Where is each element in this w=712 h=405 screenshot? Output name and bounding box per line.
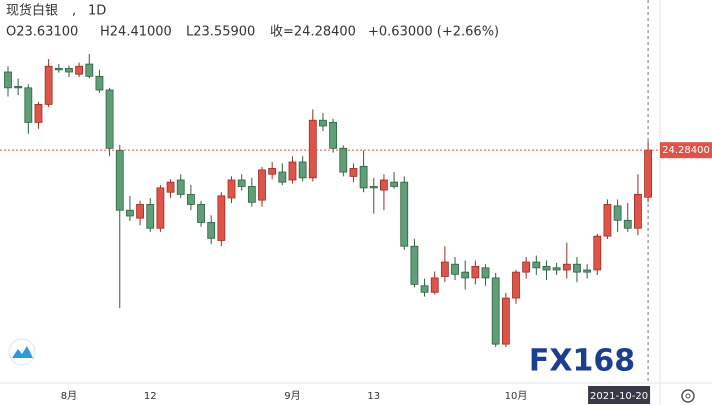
ohlc-change: +0.63000 (+2.66%) bbox=[368, 25, 499, 40]
candle-body bbox=[420, 285, 429, 293]
logo-circle[interactable] bbox=[8, 338, 36, 366]
x-tick-label: 10月 bbox=[505, 390, 528, 402]
candle-body bbox=[105, 89, 114, 149]
date-badge bbox=[588, 386, 651, 404]
candle-body bbox=[44, 65, 53, 105]
candle-body bbox=[298, 161, 307, 179]
candle-body bbox=[166, 181, 175, 193]
candle-body bbox=[461, 271, 470, 279]
candle-body bbox=[562, 263, 571, 271]
candle-body bbox=[603, 204, 612, 237]
x-tick-label: 13 bbox=[367, 391, 380, 402]
ohlc-open: O23.63100 bbox=[6, 25, 78, 40]
candle-body bbox=[583, 269, 592, 273]
settings-icon[interactable] bbox=[681, 389, 695, 403]
ohlc-low: L23.55900 bbox=[186, 25, 255, 40]
candle-body bbox=[4, 71, 12, 89]
candle-body bbox=[400, 181, 409, 247]
candle-body bbox=[288, 161, 297, 181]
candle-body bbox=[227, 179, 236, 199]
gear[interactable] bbox=[681, 389, 695, 403]
candle-body bbox=[390, 181, 398, 187]
candle-body bbox=[380, 179, 388, 191]
candle-body bbox=[54, 67, 63, 71]
x-tick-label: 8月 bbox=[61, 390, 77, 402]
candle-body bbox=[146, 204, 155, 229]
candle-body bbox=[512, 271, 520, 299]
candle-body bbox=[136, 204, 144, 219]
ohlc-high: H24.41000 bbox=[100, 25, 172, 40]
x-tick-label: 2021-10-20 bbox=[590, 391, 648, 402]
candle-body bbox=[186, 193, 195, 205]
last-price-badge bbox=[660, 142, 712, 159]
candle-body bbox=[349, 168, 358, 177]
candle-body bbox=[247, 186, 256, 203]
candle-body bbox=[481, 267, 490, 279]
candle-body bbox=[217, 195, 226, 241]
candle-body bbox=[24, 87, 33, 123]
candle-body bbox=[451, 263, 459, 275]
last-price-label: 24.28400 bbox=[662, 145, 710, 156]
candle-body bbox=[552, 267, 561, 271]
candle-body bbox=[14, 85, 23, 89]
candle-body bbox=[268, 168, 277, 175]
candle-body bbox=[197, 204, 205, 223]
candle-body bbox=[440, 261, 449, 277]
logo-icon[interactable] bbox=[8, 338, 36, 366]
logo-mountain[interactable] bbox=[12, 346, 33, 358]
candle-body bbox=[278, 171, 287, 183]
candle-body bbox=[501, 297, 510, 345]
candle-body bbox=[329, 121, 338, 149]
candle-body bbox=[95, 75, 104, 91]
candle-body bbox=[613, 205, 622, 221]
x-tick-label: 9月 bbox=[284, 390, 300, 402]
candle-body bbox=[522, 261, 531, 273]
candle-body bbox=[430, 277, 439, 293]
candle-body bbox=[471, 265, 480, 279]
watermark: FX168 bbox=[529, 344, 635, 379]
candle-body bbox=[369, 186, 378, 189]
candle-body bbox=[237, 179, 246, 187]
gear-hub[interactable] bbox=[685, 393, 691, 399]
candle-body bbox=[126, 209, 134, 217]
symbol: 现货白银 bbox=[6, 3, 58, 19]
candle-body bbox=[542, 265, 551, 271]
x-tick-label: 12 bbox=[144, 391, 157, 402]
candle-body bbox=[359, 165, 368, 189]
candle-body bbox=[532, 261, 541, 269]
candle-body bbox=[258, 169, 266, 201]
ohlc-close: 收=24.28400 bbox=[270, 25, 356, 40]
candle-body bbox=[75, 65, 84, 75]
candle-body bbox=[156, 187, 165, 229]
plot-area bbox=[4, 0, 652, 383]
candle-body bbox=[339, 147, 348, 173]
candle-body bbox=[65, 67, 73, 73]
candle-body bbox=[207, 222, 216, 239]
candle-body bbox=[623, 219, 632, 229]
candle-body bbox=[85, 63, 94, 77]
candle-body bbox=[115, 150, 124, 211]
candle-body bbox=[34, 103, 43, 123]
candle-body bbox=[491, 277, 500, 345]
candle-body bbox=[308, 119, 317, 179]
candle-body bbox=[644, 149, 652, 198]
candle-body bbox=[319, 119, 327, 127]
candle-body bbox=[410, 245, 419, 285]
candle-body bbox=[176, 179, 185, 195]
candle-body bbox=[593, 235, 602, 271]
interval-separator: , bbox=[72, 4, 76, 19]
candle-body bbox=[634, 193, 642, 229]
candle-body bbox=[573, 263, 581, 273]
interval[interactable]: 1D bbox=[88, 4, 106, 19]
